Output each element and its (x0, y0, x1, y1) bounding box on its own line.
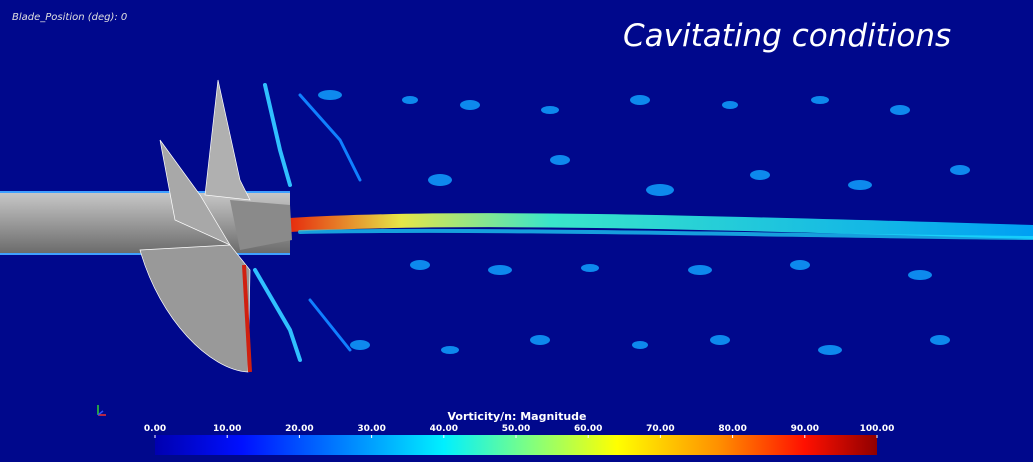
propeller (0, 79, 292, 373)
colorbar-tick-label: 40.00 (430, 424, 458, 434)
title: Cavitating conditions (623, 18, 951, 54)
colorbar-tick-label: 30.00 (357, 424, 385, 434)
colorbar-tick-label: 50.00 (502, 424, 530, 434)
colorbar: Vorticity/n: Magnitude 0.00 10.00 20.00 30.… (144, 410, 894, 455)
colorbar-title: Vorticity/n: Magnitude (448, 410, 587, 423)
colorbar-tick-label: 80.00 (718, 424, 746, 434)
vortex-field (253, 83, 1033, 362)
colorbar-tick-label: 10.00 (213, 424, 241, 434)
axis-triad (97, 405, 106, 416)
colorbar-tick-label: 20.00 (285, 424, 313, 434)
colorbar-tick-label: 0.00 (144, 424, 166, 434)
colorbar-tick-label: 100.00 (860, 424, 895, 434)
colorbar-tick-label: 90.00 (791, 424, 819, 434)
colorbar-scale (155, 435, 877, 455)
vortex-blobs (318, 90, 970, 355)
colorbar-tick-label: 70.00 (646, 424, 674, 434)
colorbar-tick-label: 60.00 (574, 424, 602, 434)
blade-position-label: Blade_Position (deg): 0 (12, 12, 127, 23)
